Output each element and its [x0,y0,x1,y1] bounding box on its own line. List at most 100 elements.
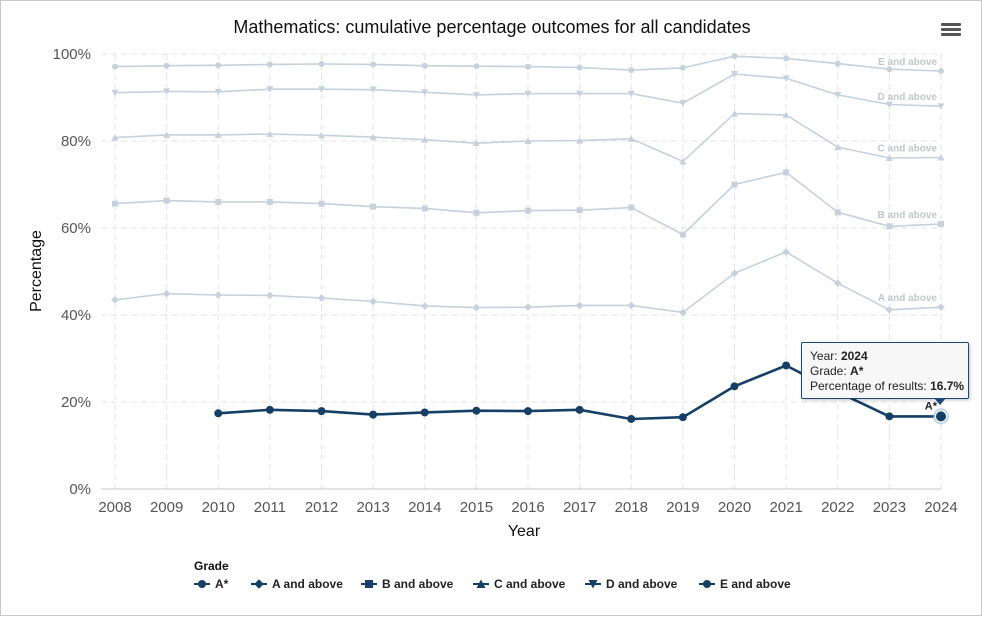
data-point [937,303,945,311]
legend-item-3[interactable]: C and above [473,577,566,591]
x-tick-label: 2011 [254,499,286,516]
x-tick-label: 2012 [305,499,338,516]
data-point [885,101,893,108]
data-point [421,205,428,212]
data-point [627,135,635,142]
data-point [163,131,171,138]
series-2: B and above [112,169,944,238]
series-line [114,251,942,314]
x-tick-label: 2021 [769,499,802,516]
x-tick-label: 2022 [821,499,854,516]
data-point [163,197,170,204]
tooltip-pointer [934,398,946,405]
legend-label: E and above [720,577,791,591]
data-point [833,279,842,288]
tooltip-grade-label: Grade: [810,364,847,378]
chart-menu-button[interactable] [941,21,961,39]
data-point [369,133,377,141]
series-4: D and above [111,71,945,110]
legend-marker [254,579,264,589]
data-point [317,294,326,302]
data-point [935,410,947,423]
series-1: A and above [111,248,945,317]
data-point [627,90,635,98]
series-end-label: A and above [878,293,938,304]
data-point [679,231,686,238]
data-point [163,62,170,69]
data-point [938,67,944,74]
data-point [628,204,635,211]
legend-item-2[interactable]: B and above [361,577,454,591]
data-point [576,64,583,71]
legend-label: A and above [272,577,343,591]
data-point [214,88,222,96]
data-point [627,301,636,310]
data-point [318,131,325,139]
tooltip-year-value: 2024 [840,349,868,363]
data-point [369,410,378,419]
data-point [730,269,739,278]
data-point [575,405,584,414]
data-point [472,303,481,312]
data-point [162,289,171,298]
y-axis-title: Percentage [28,230,45,312]
data-point [730,382,739,391]
data-point [524,407,532,416]
legend-marker [703,580,711,588]
data-point [215,198,222,205]
tooltip-pct-label: Percentage of results: [810,379,927,393]
tooltip-grade-row: Grade: A* [810,364,968,379]
data-point [370,203,377,210]
series-end-label: B and above [878,210,938,221]
data-point [782,361,791,370]
legend-item-0[interactable]: A* [194,577,229,591]
data-point [731,110,738,117]
data-point [421,136,429,143]
x-tick-label: 2016 [511,499,544,516]
tooltip-year-row: Year: 2024 [810,349,968,364]
tooltip-pct-value: 16.7% [930,379,965,393]
data-point [782,111,790,118]
data-point [679,308,687,317]
y-tick-label: 20% [61,394,91,411]
tooltip: Year: 2024 Grade: A* Percentage of resul… [801,342,969,399]
legend-item-4[interactable]: D and above [585,577,678,591]
data-point [214,291,223,299]
data-point [679,64,686,71]
data-point [214,409,223,418]
series-end-label: E and above [878,57,937,68]
x-tick-label: 2024 [924,499,957,516]
data-point [834,209,841,216]
legend-marker [588,580,598,589]
hamburger-menu-icon-bar [941,33,961,36]
legend-marker [198,580,206,588]
series-layer: A and above B and above C and above D and a… [111,53,949,425]
tooltip-year-label: Year: [810,349,838,363]
legend: Grade A* A and above B and above C and abov… [194,559,791,591]
x-tick-label: 2013 [356,499,389,516]
chart-title: Mathematics: cumulative percentage outco… [233,17,750,37]
data-point [937,154,945,161]
data-point [783,169,790,176]
data-point [473,209,480,216]
data-point [575,301,584,310]
y-tick-label: 0% [69,481,91,498]
data-point [524,303,532,311]
x-tick-label: 2017 [563,499,596,516]
series-3: C and above [111,110,945,165]
series-end-label: D and above [878,92,938,103]
x-tick-label: 2015 [460,499,493,516]
legend-item-5[interactable]: E and above [699,577,791,591]
x-axis-title: Year [508,523,541,540]
legend-item-1[interactable]: A and above [251,577,343,591]
tooltip-pct-row: Percentage of results: 16.7% [810,379,968,394]
data-point [266,130,274,138]
data-point [938,221,944,228]
data-point [421,62,428,69]
data-point [885,154,893,161]
data-point [266,61,273,68]
data-point [215,62,222,69]
data-point [524,137,532,144]
